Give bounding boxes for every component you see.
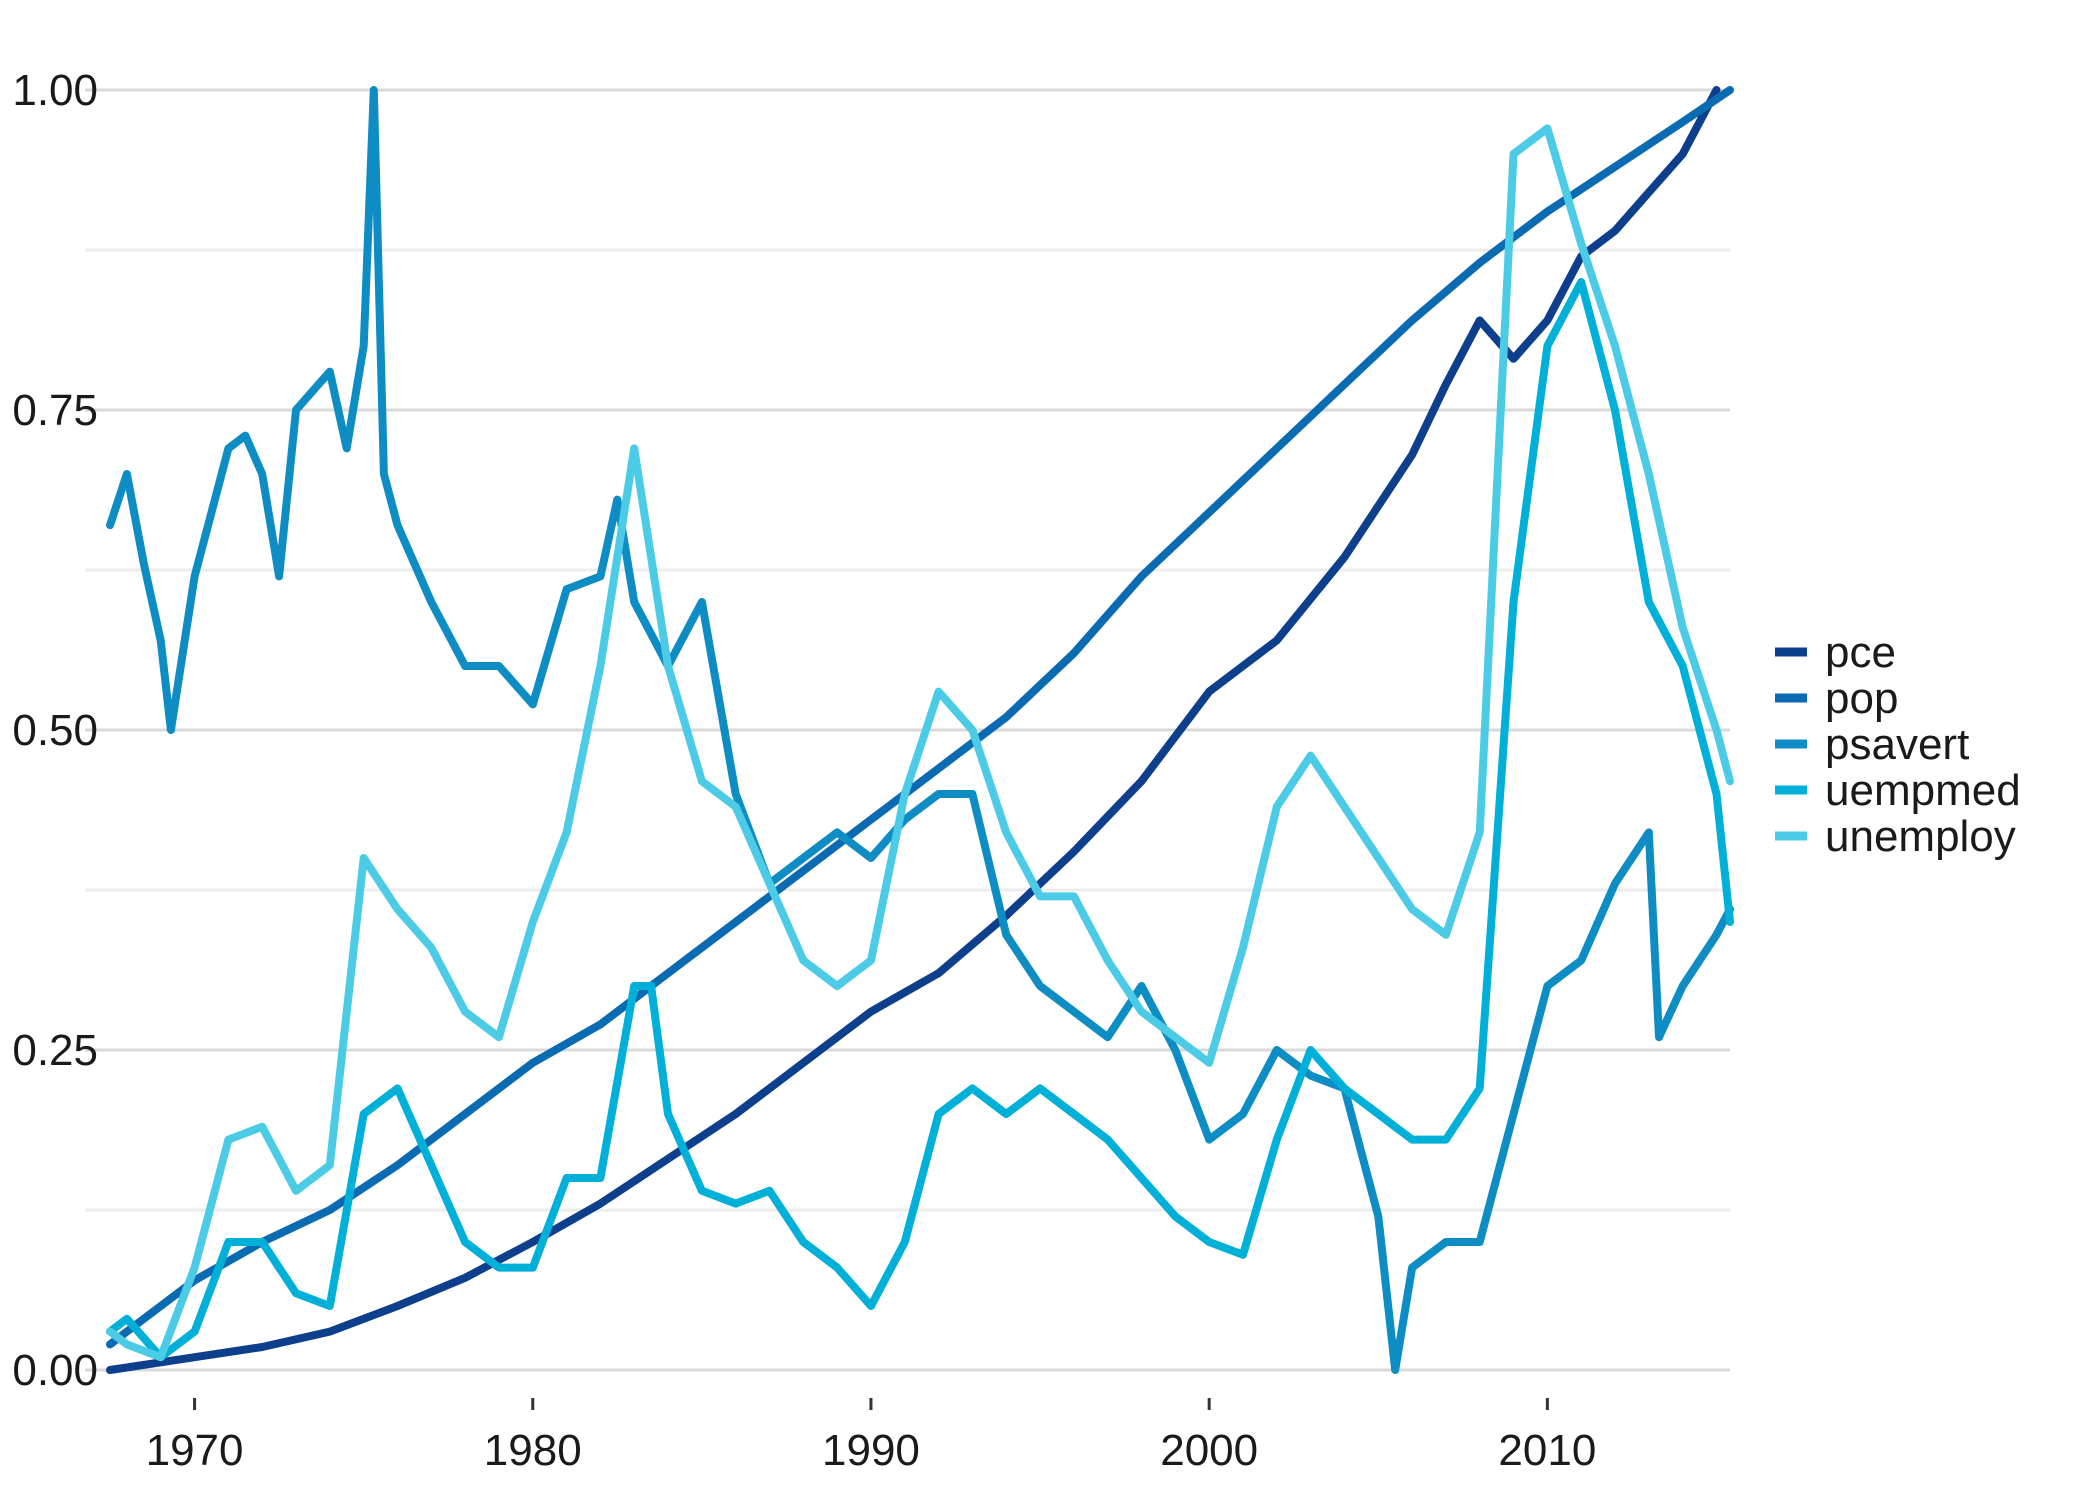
x-tick-label: 2000 — [1160, 1426, 1258, 1475]
y-tick-label: 0.75 — [12, 386, 98, 435]
legend-label-pop: pop — [1825, 674, 1898, 723]
series-line-unemploy — [106, 124, 1734, 1362]
series-line-psavert — [106, 86, 1734, 1374]
x-tick-label: 1980 — [484, 1426, 582, 1475]
x-tick-label: 2010 — [1498, 1426, 1596, 1475]
series-line-pop — [106, 86, 1734, 1349]
x-tick-label: 1970 — [146, 1426, 244, 1475]
y-tick-label: 0.50 — [12, 706, 98, 755]
y-axis: 0.00 0.25 0.50 0.75 1.00 — [12, 66, 98, 1395]
series-line-uempmed — [106, 278, 1734, 1362]
legend-label-uempmed: uempmed — [1825, 766, 2021, 815]
y-tick-label: 0.00 — [12, 1346, 98, 1395]
legend-label-pce: pce — [1825, 628, 1896, 677]
series-line-pce — [106, 86, 1721, 1374]
series-lines — [106, 86, 1734, 1374]
x-tick-label: 1990 — [822, 1426, 920, 1475]
x-axis: 1970 1980 1990 2000 2010 — [146, 1398, 1596, 1475]
y-tick-label: 1.00 — [12, 66, 98, 115]
legend-label-psavert: psavert — [1825, 720, 1969, 769]
legend-label-unemploy: unemploy — [1825, 812, 2016, 861]
y-tick-label: 0.25 — [12, 1026, 98, 1075]
